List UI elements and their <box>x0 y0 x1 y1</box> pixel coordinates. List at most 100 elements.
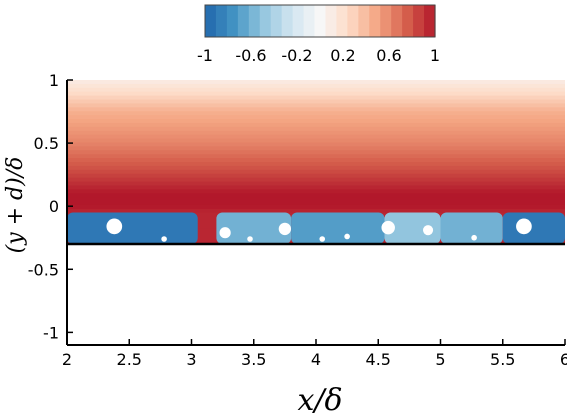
particle <box>516 218 532 235</box>
colorbar-frame <box>204 4 436 38</box>
colorbar-tick-label: -0.6 <box>235 46 266 65</box>
colorbar-swatch <box>380 5 392 37</box>
particle <box>423 225 434 236</box>
colorbar-swatch <box>347 5 359 37</box>
particle <box>161 236 167 242</box>
y-axis-title: (y + d)/δ <box>3 157 28 254</box>
field-band <box>67 169 565 175</box>
colorbar-swatch <box>259 5 272 37</box>
colorbar: -1 -0.6 -0.2 0.2 0.6 1 <box>197 4 440 65</box>
colorbar-swatch <box>303 5 316 37</box>
x-tick-label: 6 <box>560 350 567 369</box>
colorbar-swatch <box>205 5 217 37</box>
colorbar-swatch <box>215 5 228 37</box>
colorbar-swatch <box>248 5 261 37</box>
colorbar-tick-label: 0.2 <box>330 46 355 65</box>
colorbar-swatch <box>358 5 370 37</box>
plot-area: 2 2.5 3 3.5 4 4.5 5 5.5 6 1 0.5 0 -0.5 -1 <box>28 71 567 369</box>
particle <box>278 222 292 236</box>
negative-zone <box>67 212 198 245</box>
y-tick-label: -1 <box>43 323 59 342</box>
x-ticks: 2 2.5 3 3.5 4 4.5 5 5.5 6 <box>62 339 567 369</box>
negative-zone <box>384 212 441 245</box>
field-band <box>67 189 565 195</box>
x-tick-label: 5 <box>435 350 445 369</box>
field-band <box>67 122 565 128</box>
field-band <box>67 158 565 163</box>
field-band <box>67 173 565 179</box>
particle <box>319 236 326 242</box>
colorbar-swatch <box>369 5 381 37</box>
negative-zone <box>502 212 565 245</box>
y-ticks: 1 0.5 0 -0.5 -1 <box>28 71 73 342</box>
field-band <box>67 193 565 198</box>
negative-zones <box>67 212 565 245</box>
field-band <box>67 99 565 105</box>
field-band <box>67 150 565 156</box>
particle <box>381 220 395 235</box>
negative-zone <box>291 212 385 245</box>
field-band <box>67 111 565 116</box>
y-tick-label: 0.5 <box>34 134 59 153</box>
x-tick-label: 3 <box>186 350 196 369</box>
colorbar-swatch <box>292 5 305 37</box>
field-band <box>67 177 565 183</box>
field-band <box>67 91 565 97</box>
field-band <box>67 80 565 85</box>
negative-zone <box>216 212 292 245</box>
particle <box>219 227 231 239</box>
field-band <box>67 185 565 191</box>
field-band <box>67 204 565 210</box>
field-band <box>67 138 565 144</box>
field-band <box>67 126 565 132</box>
field-band <box>67 95 565 101</box>
x-tick-label: 4.5 <box>366 350 391 369</box>
colorbar-swatch <box>281 5 294 37</box>
field-band <box>67 154 565 159</box>
negative-zone <box>440 212 503 245</box>
colorbar-swatch <box>325 5 338 37</box>
y-tick-label: 0 <box>49 197 59 216</box>
x-tick-label: 3.5 <box>241 350 266 369</box>
particle <box>106 218 123 235</box>
field-band <box>67 107 565 113</box>
x-axis-title: x/δ <box>297 383 342 418</box>
colorbar-swatch <box>402 5 414 37</box>
particle <box>247 236 253 242</box>
y-tick-label: 1 <box>49 71 59 90</box>
colorbar-swatch <box>413 5 425 37</box>
x-tick-label: 5.5 <box>490 350 515 369</box>
colorbar-tick-label: 1 <box>430 46 440 65</box>
colorbar-swatch <box>391 5 403 37</box>
field-band <box>67 87 565 93</box>
particle <box>471 234 477 241</box>
field-band <box>67 165 565 171</box>
field-band <box>67 181 565 187</box>
x-tick-label: 2 <box>62 350 72 369</box>
x-tick-label: 2.5 <box>117 350 142 369</box>
colorbar-swatch <box>270 5 283 37</box>
field-band <box>67 119 565 124</box>
field-band <box>67 130 565 136</box>
colorbar-tick-label: -1 <box>197 46 213 65</box>
particle <box>344 233 350 240</box>
colorbar-swatch <box>424 5 436 37</box>
x-tick-label: 4 <box>311 350 321 369</box>
field-band <box>67 201 565 206</box>
colorbar-swatches <box>205 5 436 37</box>
field-band <box>67 146 565 152</box>
field-band <box>67 142 565 148</box>
y-tick-label: -0.5 <box>28 260 59 279</box>
colorbar-tick-label: -0.2 <box>281 46 312 65</box>
field-band <box>67 83 565 89</box>
colorbar-swatch <box>336 5 348 37</box>
colorbar-swatch <box>237 5 250 37</box>
field-band <box>67 197 565 202</box>
field-band <box>67 134 565 140</box>
particles <box>106 218 532 242</box>
field-band <box>67 115 565 120</box>
field-band <box>67 162 565 167</box>
colorbar-swatch <box>314 5 327 37</box>
field-band <box>67 208 565 214</box>
